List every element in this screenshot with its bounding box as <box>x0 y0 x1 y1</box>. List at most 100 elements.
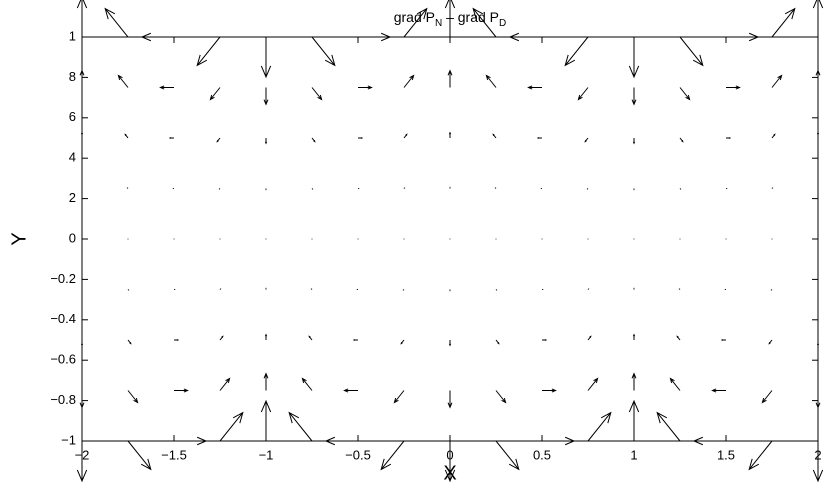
arrow <box>587 411 612 442</box>
arrow <box>508 32 542 42</box>
arrow <box>260 37 272 79</box>
arrow <box>631 372 637 391</box>
y-tick-label: 1 <box>69 28 76 43</box>
arrow <box>444 441 456 483</box>
arrow-dot <box>357 238 359 240</box>
arrow <box>403 74 415 88</box>
arrow <box>219 335 224 341</box>
arrow <box>80 131 84 138</box>
arrow <box>80 340 84 347</box>
arrow <box>263 87 269 106</box>
arrow <box>815 390 821 409</box>
arrow <box>577 87 589 101</box>
arrow-dot <box>127 238 129 240</box>
arrow <box>726 32 760 42</box>
arrow <box>761 390 773 404</box>
arrow <box>768 339 773 345</box>
arrow <box>447 390 453 409</box>
x-tick-label: −0.5 <box>345 447 371 462</box>
arrow <box>631 87 637 106</box>
arrow-dot <box>449 238 451 240</box>
arrow <box>219 411 244 442</box>
arrow <box>720 339 726 341</box>
arrow <box>288 411 313 442</box>
y-axis-label: Y <box>8 232 30 245</box>
arrow <box>393 390 405 404</box>
arrow <box>632 138 636 145</box>
y-tick-label: 6 <box>69 109 76 124</box>
arrow <box>301 377 313 391</box>
y-tick-label: −0.6 <box>50 352 76 367</box>
arrow <box>542 436 576 446</box>
arrow <box>380 440 405 471</box>
arrow-dot <box>173 238 175 240</box>
arrow <box>628 399 640 441</box>
y-tick-label: 2 <box>69 190 76 205</box>
arrow <box>358 32 392 42</box>
arrow <box>815 69 821 88</box>
arrow <box>692 436 726 446</box>
x-tick-label: 1.5 <box>717 447 735 462</box>
arrow <box>219 377 231 391</box>
arrow <box>812 0 824 37</box>
arrow-dot <box>265 238 267 240</box>
arrow <box>264 333 268 340</box>
arrow <box>400 339 405 345</box>
arrow <box>495 390 507 404</box>
arrow <box>587 377 599 391</box>
arrow <box>174 339 180 341</box>
y-tick-label: 4 <box>69 150 76 165</box>
arrow <box>679 137 684 143</box>
arrow-dot <box>771 238 773 240</box>
arrow <box>263 372 269 391</box>
arrow-dot <box>219 238 221 240</box>
arrow-dot <box>817 238 819 240</box>
arrow <box>816 340 820 347</box>
arrow <box>358 137 364 139</box>
arrow <box>726 137 732 139</box>
arrow <box>196 36 221 67</box>
arrow-dot <box>679 238 681 240</box>
arrow <box>495 339 500 345</box>
arrow <box>260 399 272 441</box>
arrow <box>676 335 681 341</box>
arrow <box>79 390 85 409</box>
arrow-dot <box>725 238 727 240</box>
arrow <box>492 133 497 139</box>
chart-title: grad PN – grad PD <box>394 9 507 29</box>
y-tick-label: −0.4 <box>50 311 76 326</box>
arrow <box>812 441 824 483</box>
arrow <box>311 87 323 101</box>
arrow <box>76 441 88 483</box>
arrow-dot <box>81 238 83 240</box>
arrow <box>174 388 189 393</box>
arrow <box>117 74 129 88</box>
arrow <box>403 7 428 38</box>
arrow <box>124 133 129 139</box>
arrow <box>140 32 174 42</box>
arrow <box>76 0 88 37</box>
arrow-dot <box>495 238 497 240</box>
x-tick-label: −1.5 <box>161 447 187 462</box>
arrow <box>127 339 132 345</box>
arrow <box>771 133 776 139</box>
arrow <box>495 440 520 471</box>
y-tick-label: −0.2 <box>50 271 76 286</box>
arrow <box>726 85 741 90</box>
arrow <box>324 436 358 446</box>
arrow <box>444 0 456 37</box>
arrow <box>587 335 592 341</box>
arrow-dot <box>633 238 635 240</box>
arrow <box>564 36 589 67</box>
arrow <box>403 133 408 139</box>
y-tick-label: 8 <box>69 69 76 84</box>
arrow <box>771 74 783 88</box>
title-part: – grad P <box>442 9 499 25</box>
x-tick-label: 1 <box>630 447 637 462</box>
arrow <box>308 335 313 341</box>
arrow <box>127 440 152 471</box>
arrow <box>679 87 691 101</box>
arrow <box>216 137 221 143</box>
arrow <box>127 390 139 404</box>
arrow <box>104 7 129 38</box>
